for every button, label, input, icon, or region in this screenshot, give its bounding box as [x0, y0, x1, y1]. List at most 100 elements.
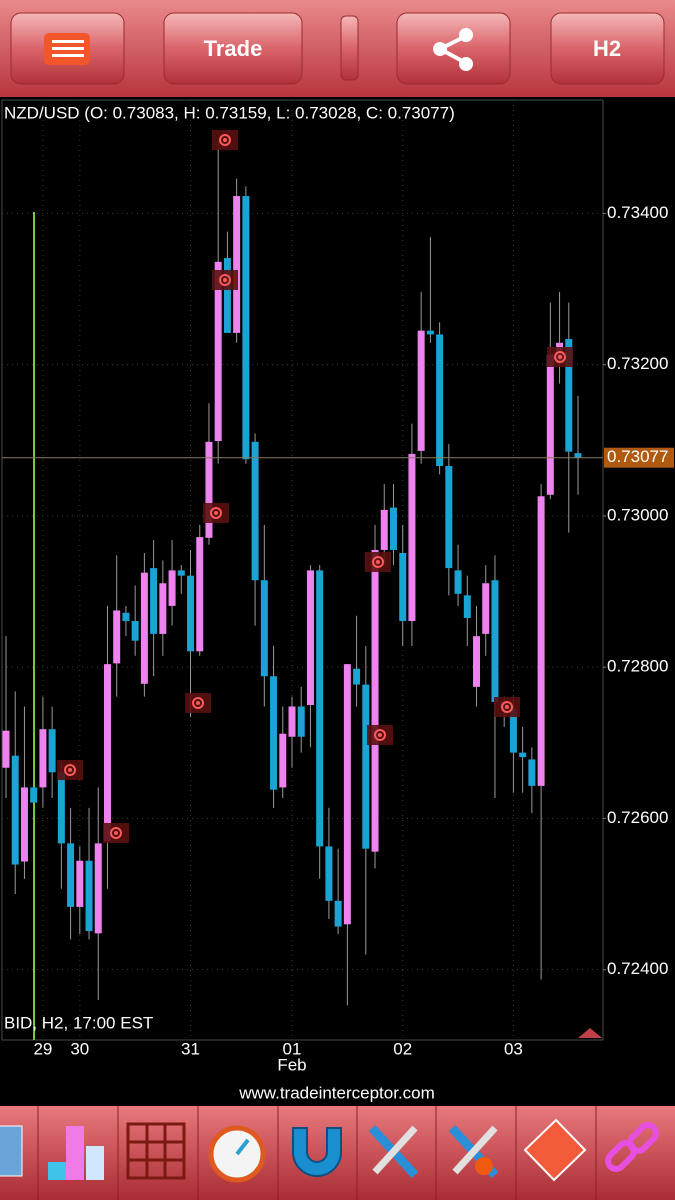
- tool-icon: [126, 1122, 186, 1180]
- tool-icon: [235, 1138, 250, 1156]
- tool-magnet[interactable]: [292, 1127, 342, 1177]
- candle-body: [214, 261, 222, 442]
- signal-icon-ring: [210, 507, 222, 519]
- chart-footer-label: BID, H2, 17:00 EST: [4, 1013, 153, 1032]
- signal-icon-dot: [378, 733, 382, 737]
- trade-button[interactable]: Trade: [163, 12, 303, 85]
- candle-body: [251, 441, 259, 581]
- share-icon: [459, 57, 473, 71]
- tool-icon: [292, 1127, 342, 1177]
- candle-body: [233, 196, 241, 333]
- candle-body: [445, 466, 453, 569]
- signal-icon-dot: [558, 355, 562, 359]
- timeframe-button-label: H2: [593, 36, 621, 61]
- candle-body: [362, 684, 370, 849]
- candle-body: [380, 509, 388, 550]
- tool-icon: [66, 1126, 84, 1180]
- candle-body: [473, 636, 481, 687]
- y-tick-label: 0.73000: [607, 505, 668, 524]
- tool-icon: [452, 1125, 498, 1175]
- signal-icon-dot: [223, 138, 227, 142]
- candle-body: [454, 570, 462, 594]
- candle-body: [343, 664, 351, 925]
- candle-body: [85, 860, 93, 932]
- candle-body: [260, 580, 268, 677]
- y-tick-label: 0.73200: [607, 354, 668, 373]
- candle-body: [353, 668, 361, 685]
- candle-body: [205, 441, 213, 538]
- candle-body: [187, 575, 195, 652]
- candle-body: [482, 583, 490, 634]
- watermark: www.tradeinterceptor.com: [238, 1083, 435, 1102]
- x-tick-label: 30: [70, 1039, 89, 1058]
- signal-icon-dot: [505, 705, 509, 709]
- tool-icon: [48, 1162, 66, 1180]
- chart-title: NZD/USD (O: 0.73083, H: 0.73159, L: 0.73…: [4, 103, 455, 122]
- share-button-bg: [396, 12, 511, 85]
- candle-body: [288, 706, 296, 737]
- tool-alarm[interactable]: [208, 1125, 266, 1183]
- candle-body: [76, 860, 84, 907]
- share-icon: [433, 42, 447, 56]
- candle-body: [2, 730, 10, 768]
- menu-icon-line: [52, 40, 84, 43]
- tool-draw[interactable]: [368, 1124, 419, 1179]
- x-tick-label: 02: [393, 1039, 412, 1058]
- candle-body: [565, 338, 573, 452]
- tool-icon: [86, 1146, 104, 1180]
- candle-body: [196, 537, 204, 652]
- signal-icon-ring: [372, 556, 384, 568]
- x-tick-label: 29: [33, 1039, 52, 1058]
- signal-icon-ring: [374, 729, 386, 741]
- signal-icons: [57, 130, 573, 843]
- tool-draw-remove[interactable]: [448, 1124, 499, 1179]
- x-month-label: Feb: [277, 1055, 306, 1074]
- candle-body: [39, 729, 47, 788]
- candle-body: [177, 570, 185, 576]
- share-button[interactable]: [396, 12, 511, 85]
- signal-icon-dot: [68, 768, 72, 772]
- tool-eraser[interactable]: [523, 1118, 587, 1182]
- candle-body: [546, 354, 554, 495]
- y-tick-label: 0.73400: [607, 203, 668, 222]
- candle-body: [306, 570, 314, 705]
- candle-body: [436, 334, 444, 467]
- y-tick-label: 0.72800: [607, 657, 668, 676]
- tool-grid[interactable]: [126, 1122, 186, 1180]
- candle-body: [20, 787, 28, 862]
- candle-body: [67, 843, 75, 907]
- candle-body: [113, 610, 121, 664]
- timeframe-button[interactable]: H2: [550, 12, 665, 85]
- menu-button[interactable]: [10, 12, 125, 85]
- tool-icon: [475, 1157, 493, 1175]
- tool-icon: [0, 1125, 23, 1177]
- signal-icon-ring: [219, 134, 231, 146]
- candle-body: [408, 453, 416, 622]
- candle-body: [325, 846, 333, 901]
- signal-icon-dot: [223, 278, 227, 282]
- candle-body: [316, 570, 324, 847]
- tool-ruler[interactable]: [0, 1125, 23, 1177]
- current-price-label: 0.73077: [607, 447, 668, 466]
- candle-body: [150, 568, 158, 634]
- candle-body: [417, 330, 425, 451]
- signal-icon-ring: [110, 827, 122, 839]
- candle-body: [103, 664, 111, 842]
- candle-body: [334, 900, 342, 927]
- trade-button-label: Trade: [204, 36, 263, 61]
- trade-button-bg: [163, 12, 303, 85]
- signal-icon-ring: [64, 764, 76, 776]
- x-tick-label: 03: [504, 1039, 523, 1058]
- tool-indicators[interactable]: [48, 1126, 104, 1180]
- candle-body: [57, 772, 65, 844]
- slider-handle[interactable]: [340, 15, 359, 81]
- signal-icon-dot: [196, 701, 200, 705]
- tool-link[interactable]: [605, 1122, 660, 1173]
- tool-icon: [523, 1118, 587, 1182]
- y-tick-label: 0.72600: [607, 808, 668, 827]
- candle-body: [140, 572, 148, 684]
- candle-body: [519, 752, 527, 758]
- candle-body: [30, 787, 38, 803]
- labels: 0.72400 0.72600 0.72800 0.73000 0.73200 0.734…: [2, 203, 674, 1074]
